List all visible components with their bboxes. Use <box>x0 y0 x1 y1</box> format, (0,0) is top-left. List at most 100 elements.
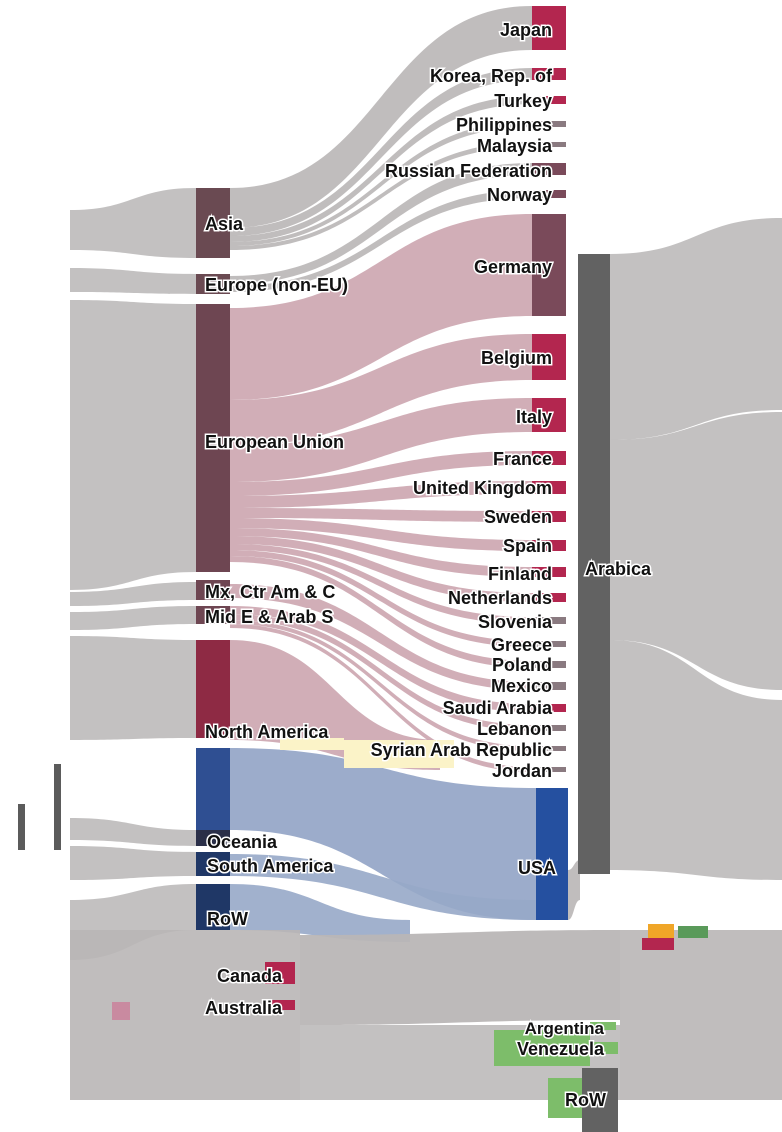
flow-asia-japan <box>230 6 532 228</box>
flow-eu-germany <box>230 214 532 400</box>
label-left_nodes-0: Asia <box>205 214 244 234</box>
flow-eu-italy <box>230 398 532 482</box>
flow-mide-saudi <box>230 606 532 712</box>
node-russia <box>532 163 566 175</box>
node-bottom-green-band <box>494 1030 590 1066</box>
label-country_nodes-21: Lebanon <box>477 719 552 739</box>
flow-arabica-out-1 <box>610 218 782 440</box>
node-turkey <box>532 96 566 104</box>
node-row-right <box>582 1068 618 1132</box>
marker-cream <box>344 740 454 768</box>
node-australia <box>265 1000 295 1010</box>
label-left_nodes-5: North America <box>205 722 329 742</box>
label-left_nodes-3: Mx, Ctr Am & C <box>205 582 335 602</box>
flow-asia-philippines <box>230 121 532 246</box>
label-bottom_nodes-2: Argentina <box>525 1019 605 1038</box>
flow-mide-lebanon <box>230 614 532 731</box>
flow-in-mide <box>70 606 196 630</box>
node-slovenia <box>532 617 566 624</box>
node-uk <box>532 481 566 494</box>
label-country_nodes-19: Mexico <box>491 676 552 696</box>
label-country_nodes-13: Spain <box>503 536 552 556</box>
flow-asia-korea <box>230 68 532 236</box>
node-poland <box>532 661 566 668</box>
label-country_nodes-16: Slovenia <box>478 612 553 632</box>
flow-in-eu <box>70 300 196 590</box>
node-canada <box>265 962 295 984</box>
flow-in-north-america <box>70 636 196 740</box>
flow-row-usa <box>230 884 410 942</box>
label-country_nodes-15: Netherlands <box>448 588 552 608</box>
node-finland <box>532 567 566 577</box>
label-country_nodes-20: Saudi Arabia <box>443 698 553 718</box>
node-europe-non-eu <box>196 274 230 294</box>
node-philippines <box>532 121 566 127</box>
flow-in-europe-non-eu <box>70 268 196 294</box>
label-right_nodes-0: Arabica <box>585 559 652 579</box>
flow-eu-france <box>230 451 532 496</box>
node-venezuela <box>592 1042 618 1054</box>
node-north-america <box>196 640 230 738</box>
flow-eu-greece <box>230 550 532 647</box>
node-saudi <box>532 704 566 712</box>
node-korea <box>532 68 566 80</box>
label-country_nodes-10: France <box>493 449 552 469</box>
node-lebanon <box>532 725 566 731</box>
flow-mide-jordan <box>230 624 532 772</box>
label-country_nodes-17: Greece <box>491 635 552 655</box>
node-layer <box>18 6 708 1132</box>
node-bottom-green-box <box>548 1078 582 1118</box>
node-mide <box>196 606 230 624</box>
label-country_nodes-12: Sweden <box>484 507 552 527</box>
node-spain <box>532 540 566 551</box>
node-netherlands <box>532 593 566 602</box>
flow-bottom-far-right <box>620 930 782 1100</box>
node-oceania <box>196 830 230 846</box>
node-belgium <box>532 334 566 380</box>
flow-in-oceania <box>70 818 196 846</box>
label-country_nodes-8: Belgium <box>481 348 552 368</box>
node-row-left <box>196 884 230 930</box>
label-bottom_nodes-4: RoW <box>565 1090 606 1110</box>
label-country_nodes-0: Japan <box>500 20 552 40</box>
node-malaysia <box>532 142 566 147</box>
node-greece <box>532 641 566 647</box>
label-left_nodes-1: Europe (non-EU) <box>205 275 348 295</box>
flow-eu-belgium <box>230 334 532 446</box>
label-country_nodes-11: United Kingdom <box>413 478 552 498</box>
flow-arabica-out-3 <box>610 640 782 880</box>
flow-asia-turkey <box>230 96 532 242</box>
flow-mx-mexico <box>230 584 532 690</box>
label-country_nodes-2: Turkey <box>494 91 552 111</box>
node-arabica <box>578 254 610 874</box>
flow-asia-malaysia <box>230 142 532 250</box>
label-country_nodes-22: Syrian Arab Republic <box>371 740 552 760</box>
label-left_nodes-7: South America <box>207 856 334 876</box>
node-norway <box>532 190 566 198</box>
label-country_nodes-9: Italy <box>516 407 552 427</box>
flow-south-usa <box>230 854 536 920</box>
label-country_nodes-4: Malaysia <box>477 136 553 156</box>
flow-europe-russia <box>230 163 532 284</box>
marker-red <box>642 938 674 950</box>
flow-eu-sweden <box>230 508 532 522</box>
flow-in-mx <box>70 582 196 606</box>
marker-cream-2 <box>280 738 344 750</box>
marker-green <box>678 926 708 938</box>
flow-in-asia <box>70 188 196 258</box>
label-bottom_nodes-0: Canada <box>217 966 283 986</box>
label-country_nodes-5: Russian Federation <box>385 161 552 181</box>
flow-bottom-left <box>70 930 300 1100</box>
label-bottom_nodes-1: Australia <box>205 998 283 1018</box>
label-country_nodes-3: Philippines <box>456 115 552 135</box>
marker-bar-left-2 <box>54 764 61 850</box>
label-left_nodes-6: Oceania <box>207 832 278 852</box>
label-country_nodes-24: USA <box>518 858 556 878</box>
flow-bottom-grey <box>300 930 620 1025</box>
node-argentina <box>590 1022 616 1030</box>
label-country_nodes-6: Norway <box>487 185 552 205</box>
flow-eu-netherlands <box>230 536 532 602</box>
label-left_nodes-2: European Union <box>205 432 344 452</box>
node-south-america <box>196 852 230 876</box>
flow-na-usa-pink <box>230 640 440 770</box>
